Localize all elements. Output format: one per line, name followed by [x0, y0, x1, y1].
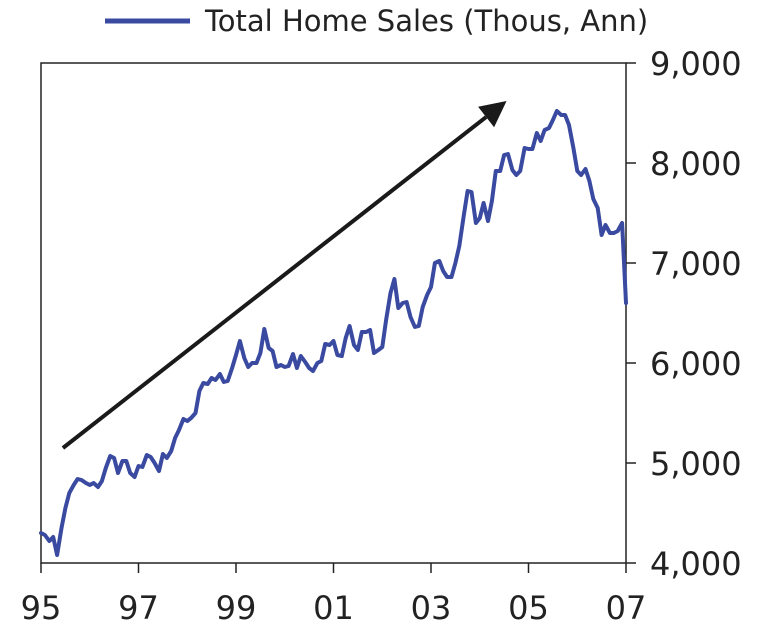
x-tick-label: 97 — [118, 589, 159, 627]
x-tick-label: 03 — [411, 589, 452, 627]
series-layer — [39, 109, 628, 557]
x-tick-label: 01 — [313, 589, 354, 627]
trend-arrow-shaft — [61, 115, 488, 450]
y-tick-label: 8,000 — [650, 145, 742, 183]
y-tick-label: 5,000 — [650, 445, 742, 483]
annotations — [61, 101, 507, 450]
y-axis: 4,000 5,000 6,000 7,000 8,000 9,000 — [626, 45, 742, 583]
x-tick-label: 07 — [606, 589, 647, 627]
trend-arrow-head — [478, 101, 507, 128]
x-tick-label: 95 — [21, 589, 62, 627]
y-tick-label: 4,000 — [650, 545, 742, 583]
x-tick-label: 05 — [508, 589, 549, 627]
legend: Total Home Sales (Thous, Ann) — [105, 4, 648, 38]
y-tick-label: 9,000 — [650, 45, 742, 83]
x-axis: 95 97 99 01 03 05 07 — [21, 563, 647, 627]
y-tick-label: 6,000 — [650, 345, 742, 383]
y-tick-label: 7,000 — [650, 245, 742, 283]
series-line — [39, 109, 628, 557]
x-tick-label: 99 — [216, 589, 257, 627]
legend-label: Total Home Sales (Thous, Ann) — [204, 4, 648, 38]
